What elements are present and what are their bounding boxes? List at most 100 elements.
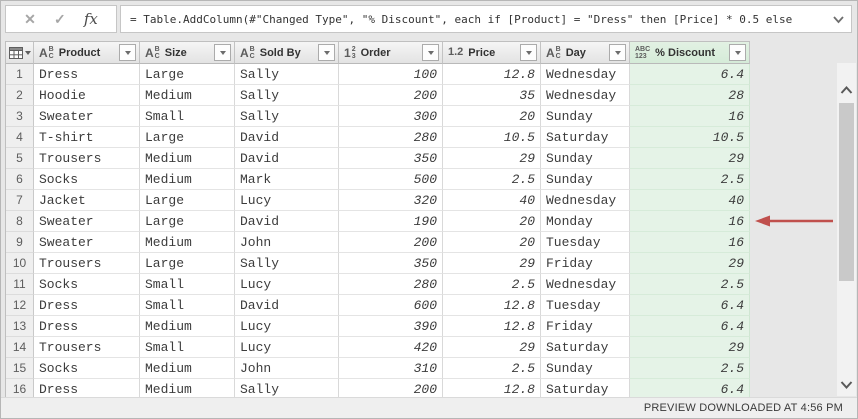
cell-price[interactable]: 20	[443, 211, 541, 232]
filter-dropdown-icon[interactable]	[318, 44, 335, 61]
cell-price[interactable]: 10.5	[443, 127, 541, 148]
cell-size[interactable]: Large	[140, 211, 235, 232]
cell-discount[interactable]: 16	[630, 106, 750, 127]
cell-product[interactable]: Dress	[34, 295, 140, 316]
cell-product[interactable]: Socks	[34, 274, 140, 295]
cell-discount[interactable]: 6.4	[630, 316, 750, 337]
cell-price[interactable]: 20	[443, 106, 541, 127]
cell-product[interactable]: Jacket	[34, 190, 140, 211]
cell-product[interactable]: Dress	[34, 316, 140, 337]
filter-dropdown-icon[interactable]	[119, 44, 136, 61]
cell-sold-by[interactable]: David	[235, 127, 339, 148]
cell-discount[interactable]: 2.5	[630, 274, 750, 295]
cell-order[interactable]: 300	[339, 106, 443, 127]
cancel-formula-icon[interactable]: ✕	[24, 10, 36, 27]
column-header-order[interactable]: 1 2 3 Order	[339, 42, 443, 64]
row-number[interactable]: 10	[6, 253, 34, 274]
cell-order[interactable]: 280	[339, 274, 443, 295]
cell-order[interactable]: 500	[339, 169, 443, 190]
row-number[interactable]: 13	[6, 316, 34, 337]
cell-discount[interactable]: 28	[630, 85, 750, 106]
scrollbar-thumb[interactable]	[839, 103, 854, 281]
row-number[interactable]: 4	[6, 127, 34, 148]
cell-discount[interactable]: 16	[630, 232, 750, 253]
formula-input[interactable]: = Table.AddColumn(#"Changed Type", "% Di…	[120, 5, 852, 33]
row-number[interactable]: 1	[6, 64, 34, 85]
cell-discount[interactable]: 40	[630, 190, 750, 211]
row-number[interactable]: 8	[6, 211, 34, 232]
column-header-sold-by[interactable]: A B C Sold By	[235, 42, 339, 64]
cell-size[interactable]: Small	[140, 295, 235, 316]
cell-order[interactable]: 390	[339, 316, 443, 337]
cell-sold-by[interactable]: David	[235, 295, 339, 316]
column-header-product[interactable]: A B C Product	[34, 42, 140, 64]
cell-discount[interactable]: 29	[630, 253, 750, 274]
cell-product[interactable]: Dress	[34, 64, 140, 85]
cell-price[interactable]: 29	[443, 253, 541, 274]
cell-discount[interactable]: 6.4	[630, 64, 750, 85]
cell-sold-by[interactable]: Sally	[235, 64, 339, 85]
cell-size[interactable]: Large	[140, 190, 235, 211]
cell-day[interactable]: Friday	[541, 253, 630, 274]
cell-product[interactable]: Trousers	[34, 337, 140, 358]
any-type-icon[interactable]: ABC 123	[635, 45, 651, 60]
row-number[interactable]: 11	[6, 274, 34, 295]
cell-sold-by[interactable]: Sally	[235, 85, 339, 106]
cell-order[interactable]: 350	[339, 253, 443, 274]
row-number[interactable]: 15	[6, 358, 34, 379]
cell-price[interactable]: 29	[443, 148, 541, 169]
cell-product[interactable]: T-shirt	[34, 127, 140, 148]
expand-formula-bar-icon[interactable]	[832, 13, 845, 26]
cell-sold-by[interactable]: John	[235, 232, 339, 253]
cell-size[interactable]: Medium	[140, 148, 235, 169]
cell-order[interactable]: 200	[339, 232, 443, 253]
cell-order[interactable]: 100	[339, 64, 443, 85]
cell-sold-by[interactable]: David	[235, 211, 339, 232]
cell-day[interactable]: Tuesday	[541, 295, 630, 316]
cell-order[interactable]: 600	[339, 295, 443, 316]
cell-sold-by[interactable]: Sally	[235, 106, 339, 127]
column-header-day[interactable]: A B C Day	[541, 42, 630, 64]
cell-size[interactable]: Medium	[140, 232, 235, 253]
table-menu-button[interactable]	[6, 42, 34, 64]
cell-price[interactable]: 12.8	[443, 64, 541, 85]
cell-price[interactable]: 40	[443, 190, 541, 211]
cell-price[interactable]: 12.8	[443, 295, 541, 316]
cell-order[interactable]: 420	[339, 337, 443, 358]
cell-sold-by[interactable]: John	[235, 358, 339, 379]
cell-product[interactable]: Socks	[34, 358, 140, 379]
cell-discount[interactable]: 2.5	[630, 169, 750, 190]
vertical-scrollbar[interactable]	[837, 63, 856, 396]
decimal-type-icon[interactable]: 1.2	[448, 46, 464, 58]
row-number[interactable]: 14	[6, 337, 34, 358]
row-number[interactable]: 3	[6, 106, 34, 127]
cell-price[interactable]: 20	[443, 232, 541, 253]
cell-price[interactable]: 29	[443, 337, 541, 358]
cell-product[interactable]: Trousers	[34, 253, 140, 274]
cell-day[interactable]: Wednesday	[541, 85, 630, 106]
filter-dropdown-icon[interactable]	[729, 44, 746, 61]
cell-sold-by[interactable]: David	[235, 148, 339, 169]
cell-discount[interactable]: 29	[630, 148, 750, 169]
cell-day[interactable]: Wednesday	[541, 190, 630, 211]
cell-discount[interactable]: 2.5	[630, 358, 750, 379]
filter-dropdown-icon[interactable]	[214, 44, 231, 61]
cell-discount[interactable]: 29	[630, 337, 750, 358]
cell-product[interactable]: Socks	[34, 169, 140, 190]
cell-order[interactable]: 310	[339, 358, 443, 379]
column-header-size[interactable]: A B C Size	[140, 42, 235, 64]
row-number[interactable]: 7	[6, 190, 34, 211]
cell-price[interactable]: 2.5	[443, 274, 541, 295]
cell-day[interactable]: Wednesday	[541, 64, 630, 85]
fx-icon[interactable]: fx	[83, 10, 98, 28]
cell-size[interactable]: Medium	[140, 358, 235, 379]
cell-day[interactable]: Tuesday	[541, 232, 630, 253]
cell-size[interactable]: Small	[140, 337, 235, 358]
cell-day[interactable]: Saturday	[541, 127, 630, 148]
cell-size[interactable]: Small	[140, 106, 235, 127]
